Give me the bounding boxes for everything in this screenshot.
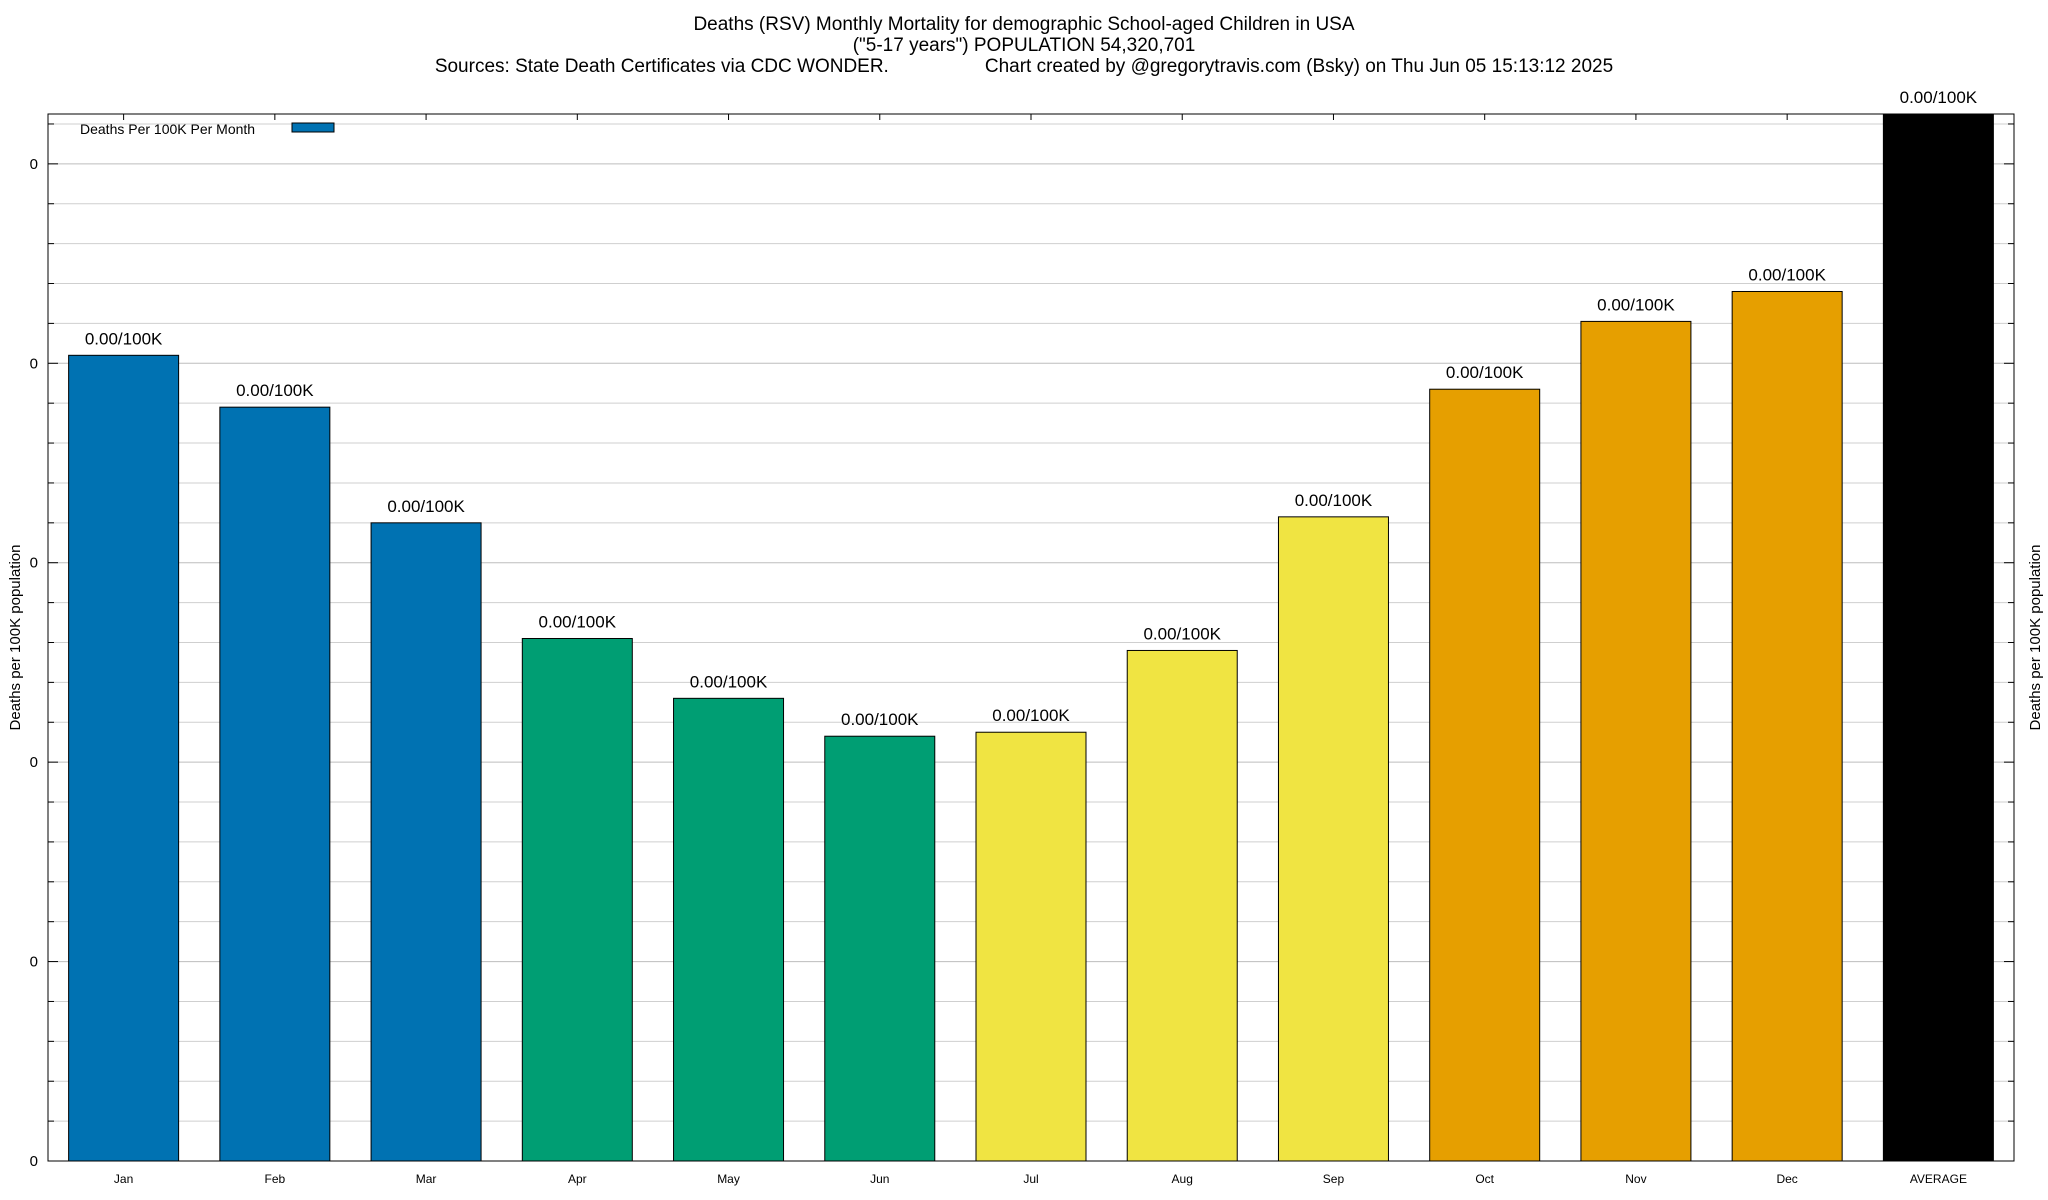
y-tick-label: 0 — [30, 355, 38, 372]
legend-swatch — [291, 122, 335, 133]
bar-value-label: 0.00/100K — [387, 497, 465, 516]
x-tick-label: Jan — [114, 1172, 133, 1186]
y-tick-label: 0 — [30, 1153, 38, 1170]
bar-value-label: 0.00/100K — [1748, 265, 1826, 284]
y-axis-label: Deaths per 100K population — [7, 545, 24, 731]
bar — [824, 735, 936, 1162]
x-tick-label: Oct — [1475, 1172, 1494, 1186]
bar — [370, 522, 482, 1162]
chart-subtitle: ("5-17 years") POPULATION 54,320,701 — [852, 35, 1196, 56]
y-tick-label: 0 — [30, 555, 38, 572]
chart-title: Deaths (RSV) Monthly Mortality for demog… — [693, 14, 1355, 35]
plot-frame — [47, 113, 2015, 1162]
legend-label: Deaths Per 100K Per Month — [80, 121, 255, 137]
x-tick-label: Jul — [1023, 1172, 1038, 1186]
chart-sources-line: Sources: State Death Certificates via CD… — [0, 56, 2048, 77]
y-tick-label: 0 — [30, 156, 38, 173]
bar — [1277, 516, 1389, 1162]
x-tick-label: Aug — [1172, 1172, 1193, 1186]
chart-sources: Sources: State Death Certificates via CD… — [434, 56, 889, 77]
x-tick-label: Apr — [568, 1172, 587, 1186]
bar — [68, 354, 180, 1162]
bar-value-label: 0.00/100K — [1143, 624, 1221, 643]
bar — [975, 731, 1087, 1162]
bar-value-label: 0.00/100K — [1900, 88, 1978, 107]
bar-value-label: 0.00/100K — [236, 381, 314, 400]
bar — [1126, 649, 1238, 1162]
y-axis-label-right: Deaths per 100K population — [2027, 545, 2044, 731]
bar-value-label: 0.00/100K — [1597, 295, 1675, 314]
bar-value-label: 0.00/100K — [1295, 491, 1373, 510]
x-tick-label: May — [717, 1172, 740, 1186]
y-tick-label: 0 — [30, 954, 38, 971]
x-tick-label: Nov — [1625, 1172, 1646, 1186]
y-tick-label: 0 — [30, 754, 38, 771]
bar — [219, 406, 331, 1162]
x-tick-label: Mar — [416, 1172, 437, 1186]
bar-value-label: 0.00/100K — [85, 329, 163, 348]
bar — [1882, 113, 1994, 1162]
x-tick-label: Sep — [1323, 1172, 1345, 1186]
bar-value-label: 0.00/100K — [992, 706, 1070, 725]
bar — [1731, 290, 1843, 1162]
chart-credit: Chart created by @gregorytravis.com (Bsk… — [984, 56, 1614, 77]
x-tick-label: Feb — [265, 1172, 286, 1186]
bar — [1429, 388, 1541, 1162]
bar-value-label: 0.00/100K — [690, 672, 768, 691]
bar-value-label: 0.00/100K — [841, 710, 919, 729]
x-tick-label: Jun — [870, 1172, 889, 1186]
bar — [521, 637, 633, 1162]
x-tick-label: AVERAGE — [1910, 1172, 1967, 1186]
bar-value-label: 0.00/100K — [1446, 363, 1524, 382]
bar — [673, 697, 785, 1162]
x-axis-label: Month — [1010, 1198, 1052, 1200]
x-tick-label: Dec — [1776, 1172, 1797, 1186]
bar — [1580, 320, 1692, 1162]
bar-value-label: 0.00/100K — [539, 612, 617, 631]
